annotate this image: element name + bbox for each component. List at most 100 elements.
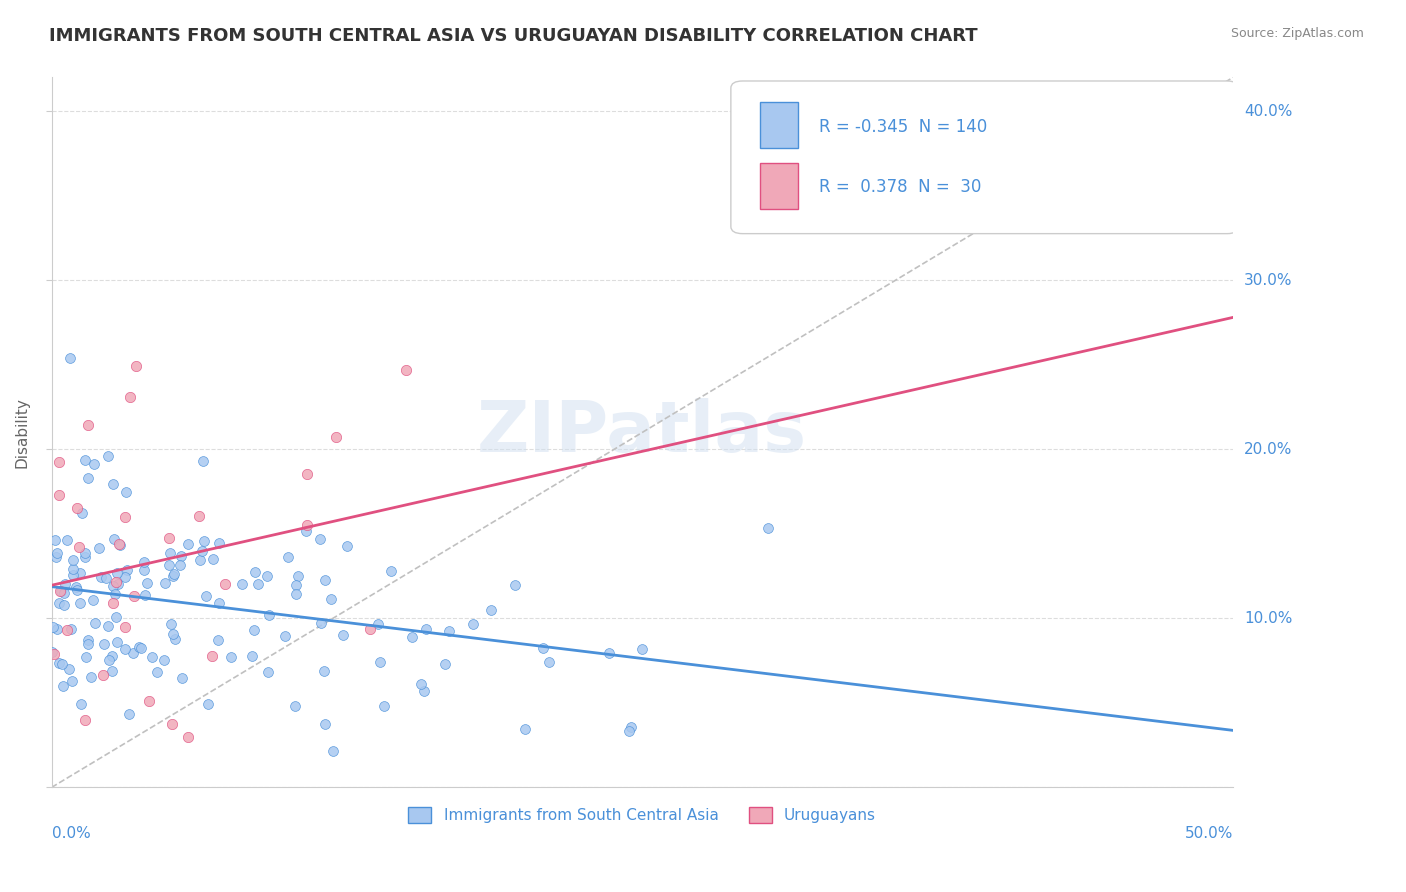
Point bbox=[41, 620, 63, 634]
Point bbox=[630, 642, 652, 657]
Point bbox=[231, 576, 253, 591]
Legend: Immigrants from South Central Asia, Uruguayans: Immigrants from South Central Asia, Urug… bbox=[402, 801, 882, 830]
Text: R =  0.378  N =  30: R = 0.378 N = 30 bbox=[820, 178, 981, 196]
Point bbox=[73, 713, 96, 727]
Text: 0.0%: 0.0% bbox=[52, 826, 90, 841]
Point bbox=[308, 532, 330, 546]
FancyBboxPatch shape bbox=[731, 81, 1239, 234]
Point bbox=[598, 646, 620, 660]
Point bbox=[259, 608, 281, 623]
Point bbox=[409, 677, 432, 691]
Point bbox=[105, 566, 128, 581]
Point bbox=[277, 549, 299, 564]
Point bbox=[45, 549, 67, 564]
Point bbox=[163, 632, 186, 647]
Point bbox=[41, 645, 63, 659]
Text: 20.0%: 20.0% bbox=[1244, 442, 1292, 457]
Point bbox=[437, 624, 460, 639]
Point bbox=[120, 390, 142, 404]
Point bbox=[138, 694, 160, 708]
Point bbox=[122, 589, 145, 603]
Point bbox=[157, 532, 180, 546]
Point bbox=[193, 533, 215, 548]
Point bbox=[359, 622, 381, 636]
Point bbox=[287, 569, 309, 583]
Point bbox=[207, 632, 229, 647]
Point bbox=[65, 580, 87, 594]
Point bbox=[114, 620, 136, 634]
Point bbox=[48, 656, 70, 670]
Point bbox=[479, 603, 502, 617]
Point bbox=[188, 553, 211, 567]
Point bbox=[115, 484, 138, 499]
Point bbox=[188, 508, 211, 523]
Point bbox=[380, 564, 402, 578]
Point bbox=[48, 596, 70, 610]
Point bbox=[197, 697, 219, 711]
Point bbox=[82, 593, 104, 607]
Point bbox=[49, 583, 72, 598]
Point bbox=[118, 707, 141, 722]
Text: ZIPatlas: ZIPatlas bbox=[477, 398, 807, 467]
Point bbox=[114, 510, 136, 524]
Point bbox=[284, 698, 307, 713]
Point bbox=[132, 556, 155, 570]
Point bbox=[312, 664, 335, 678]
Point bbox=[395, 363, 418, 377]
Point bbox=[93, 637, 115, 651]
Point bbox=[319, 592, 342, 607]
Point bbox=[77, 632, 100, 647]
Point bbox=[619, 723, 641, 738]
Point bbox=[247, 576, 270, 591]
Point bbox=[114, 642, 136, 657]
Point bbox=[129, 641, 152, 656]
Point bbox=[195, 589, 218, 603]
Point bbox=[76, 417, 98, 432]
Text: IMMIGRANTS FROM SOUTH CENTRAL ASIA VS URUGUAYAN DISABILITY CORRELATION CHART: IMMIGRANTS FROM SOUTH CENTRAL ASIA VS UR… bbox=[49, 27, 977, 45]
Point bbox=[136, 576, 159, 591]
Point bbox=[103, 476, 125, 491]
Point bbox=[620, 720, 643, 734]
Point bbox=[273, 629, 295, 643]
Point bbox=[214, 576, 236, 591]
Point bbox=[97, 652, 120, 666]
Point bbox=[73, 549, 96, 564]
Point bbox=[87, 541, 110, 556]
Point bbox=[208, 595, 231, 609]
Point bbox=[295, 467, 318, 481]
Text: R = -0.345  N = 140: R = -0.345 N = 140 bbox=[820, 118, 987, 136]
Point bbox=[53, 598, 76, 612]
Point bbox=[314, 573, 336, 587]
Point bbox=[538, 655, 561, 669]
Point bbox=[105, 609, 128, 624]
Point bbox=[76, 471, 98, 485]
Point bbox=[202, 552, 225, 566]
Point bbox=[146, 665, 169, 679]
Point bbox=[367, 616, 389, 631]
Point bbox=[208, 536, 231, 550]
Point bbox=[101, 595, 124, 609]
Point bbox=[52, 679, 75, 693]
Point bbox=[243, 565, 266, 579]
Point bbox=[336, 539, 359, 553]
Point bbox=[104, 575, 127, 590]
Point bbox=[332, 627, 354, 641]
Point bbox=[91, 668, 114, 682]
Point bbox=[177, 536, 200, 550]
Point bbox=[463, 617, 485, 632]
Point bbox=[295, 524, 318, 538]
Point bbox=[46, 622, 69, 636]
Point bbox=[256, 569, 278, 583]
Point bbox=[66, 582, 89, 597]
Point bbox=[69, 566, 91, 580]
Point bbox=[295, 517, 318, 532]
Point bbox=[191, 454, 214, 468]
Text: 10.0%: 10.0% bbox=[1244, 611, 1292, 626]
Point bbox=[105, 635, 128, 649]
Point bbox=[177, 730, 200, 744]
Point bbox=[169, 558, 191, 572]
Point bbox=[101, 579, 124, 593]
Point bbox=[201, 648, 224, 663]
Point bbox=[122, 646, 145, 660]
Point bbox=[90, 570, 112, 584]
